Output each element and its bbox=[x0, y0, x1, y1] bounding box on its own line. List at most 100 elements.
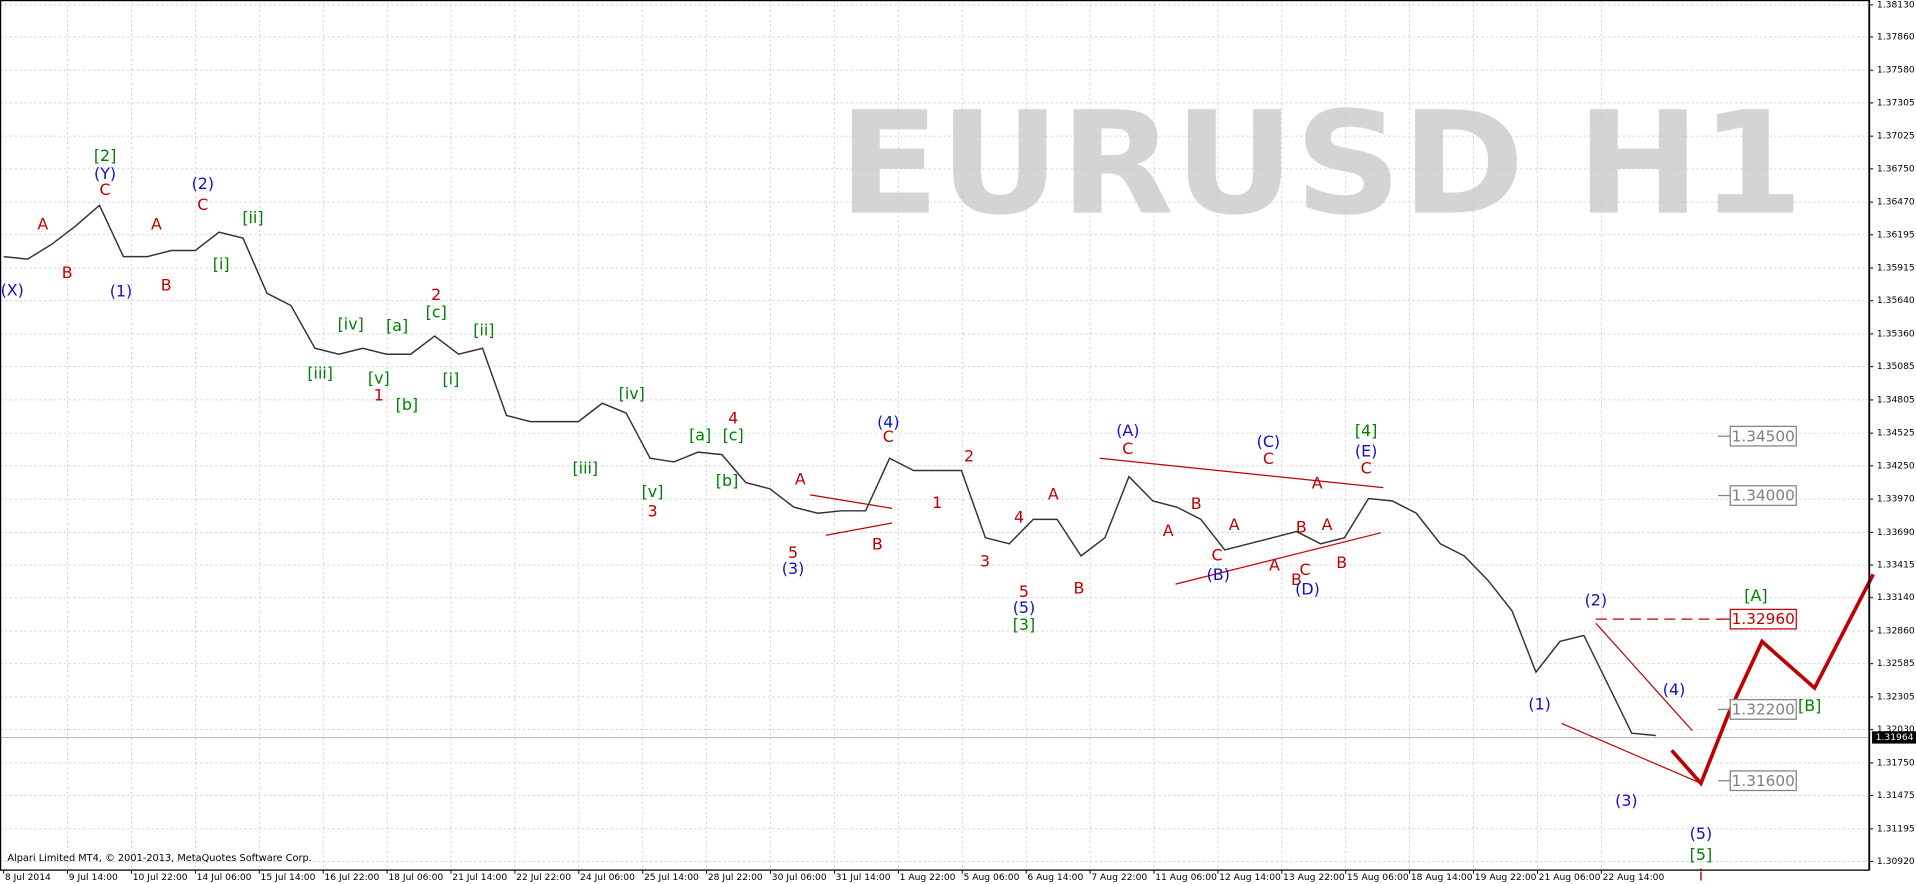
x-tick-label: 9 Jul 14:00 bbox=[69, 872, 118, 883]
y-tick-label: 1.34525 bbox=[1877, 428, 1915, 439]
y-tick-label: 1.37305 bbox=[1877, 97, 1915, 108]
wave-label: B bbox=[1336, 553, 1347, 572]
wave-label: [a] bbox=[689, 426, 711, 445]
wave-label: 2 bbox=[964, 447, 974, 466]
wave-label: A bbox=[1322, 515, 1333, 534]
y-tick-label: 1.35915 bbox=[1877, 263, 1915, 274]
plot: 1.34500 1.34000 1.32960 1.32200 1.31600 bbox=[3, 204, 1797, 792]
wave-label: C bbox=[197, 195, 208, 214]
y-tick-label: 1.35360 bbox=[1877, 328, 1915, 339]
wave-label: [iv] bbox=[619, 384, 645, 403]
wave-label: C bbox=[1263, 449, 1274, 468]
x-tick-label: 13 Aug 22:00 bbox=[1283, 872, 1345, 883]
level-box bbox=[1729, 770, 1797, 792]
wave-label: (2) bbox=[1585, 591, 1607, 610]
y-tick-label: 1.36750 bbox=[1877, 163, 1915, 174]
wave-label: A bbox=[37, 214, 48, 233]
level-box bbox=[1729, 425, 1797, 447]
x-tick-label: 18 Jul 06:00 bbox=[388, 872, 443, 883]
wave-label: [ii] bbox=[242, 208, 263, 227]
wave-label: C bbox=[1122, 439, 1133, 458]
level-box bbox=[1729, 485, 1797, 506]
wave-label: (3) bbox=[1615, 791, 1637, 810]
wave-label: 1 bbox=[374, 385, 384, 404]
wave-label: (4) bbox=[1663, 680, 1685, 699]
x-tick-label: 30 Jul 06:00 bbox=[772, 872, 827, 883]
wave-label: A bbox=[151, 214, 162, 233]
trend-line bbox=[1099, 457, 1384, 489]
y-tick-label: 1.36470 bbox=[1877, 197, 1915, 208]
wave-label: 3 bbox=[980, 552, 990, 571]
wave-label: [3] bbox=[1013, 615, 1035, 634]
level-label: 1.32960 bbox=[1732, 610, 1795, 628]
x-tick-label: 16 Jul 22:00 bbox=[324, 872, 379, 883]
wave-label: [b] bbox=[396, 395, 418, 414]
x-tick-label: 22 Aug 14:00 bbox=[1603, 872, 1665, 883]
annotations: (X)[2](Y)CAB(1)AB(2)C[ii][i][iv] [a]2[c][… bbox=[1, 146, 1822, 884]
frame bbox=[0, 0, 1870, 871]
x-tick-label: 1 Aug 22:00 bbox=[900, 872, 956, 883]
x-tick-label: 24 Jul 06:00 bbox=[580, 872, 635, 883]
trend-lines bbox=[810, 457, 1875, 787]
wave-label: B bbox=[1296, 517, 1307, 536]
wave-label: C bbox=[1212, 546, 1223, 565]
x-tick-label: 31 Jul 14:00 bbox=[836, 872, 891, 883]
y-tick-label: 1.32585 bbox=[1877, 658, 1915, 669]
wave-label: 3 bbox=[647, 502, 657, 521]
wave-label: A bbox=[795, 470, 806, 489]
y-tick-label: 1.33140 bbox=[1877, 592, 1915, 603]
wave-label: [c] bbox=[426, 302, 447, 321]
y-tick-label: 1.34250 bbox=[1877, 460, 1915, 471]
y-tick-label: 1.33415 bbox=[1877, 560, 1915, 571]
wave-label: 5 bbox=[788, 543, 798, 562]
y-tick-label: 1.32305 bbox=[1877, 691, 1915, 702]
wave-label: 4 bbox=[1014, 508, 1024, 527]
current-price-tag bbox=[1872, 731, 1916, 744]
y-tick-label: 1.30920 bbox=[1877, 856, 1915, 867]
wave-label: A bbox=[1163, 521, 1174, 540]
x-tick-label: 11 Aug 06:00 bbox=[1155, 872, 1217, 883]
wave-label: [ii] bbox=[473, 321, 494, 340]
y-tick-label: 1.36195 bbox=[1877, 229, 1915, 240]
grid bbox=[0, 0, 1870, 871]
x-tick-label: 18 Aug 14:00 bbox=[1411, 872, 1473, 883]
y-tick-label: 1.31750 bbox=[1877, 757, 1915, 768]
forecast-path bbox=[1670, 573, 1875, 787]
wave-label: B bbox=[872, 535, 883, 554]
wave-label: (Y) bbox=[94, 164, 116, 183]
wave-label: 5 bbox=[1019, 582, 1029, 601]
level-label: 1.34500 bbox=[1732, 427, 1795, 445]
y-tick-label: 1.37860 bbox=[1877, 31, 1915, 42]
y-tick-label: 1.38130 bbox=[1877, 0, 1915, 10]
x-tick-label: 6 Aug 14:00 bbox=[1027, 872, 1083, 883]
x-tick-label: 25 Jul 14:00 bbox=[644, 872, 699, 883]
wave-label: [c] bbox=[723, 426, 744, 445]
watermark-title: EURUSD H1 bbox=[838, 82, 1803, 247]
wave-label: (X) bbox=[1, 280, 24, 299]
level-label: 1.32200 bbox=[1732, 701, 1795, 719]
trend-line bbox=[1595, 622, 1693, 732]
wave-label: [B] bbox=[1798, 696, 1821, 715]
wave-label: C bbox=[1299, 560, 1310, 579]
y-tick-label: 1.31475 bbox=[1877, 790, 1915, 801]
y-tick-label: 1.33690 bbox=[1877, 527, 1915, 538]
wave-label: [i] bbox=[213, 255, 230, 274]
x-tick-label: 15 Jul 14:00 bbox=[261, 872, 316, 883]
level-box bbox=[1729, 699, 1797, 720]
wave-label: 4 bbox=[728, 409, 738, 428]
wave-label: [a] bbox=[386, 316, 408, 335]
wave-label: (A) bbox=[1116, 421, 1139, 440]
wave-label: (2) bbox=[192, 174, 214, 193]
y-tick-label: 1.37025 bbox=[1877, 131, 1915, 142]
wave-label: [iv] bbox=[338, 315, 364, 334]
trend-line bbox=[1561, 722, 1702, 784]
wave-label: B bbox=[1291, 570, 1302, 589]
x-tick-label: 5 Aug 06:00 bbox=[963, 872, 1019, 883]
wave-label: A bbox=[1269, 555, 1280, 574]
wave-label: [iii] bbox=[307, 363, 333, 382]
trend-line bbox=[1175, 532, 1381, 585]
x-tick-label: 7 Aug 22:00 bbox=[1091, 872, 1147, 883]
level-label: 1.34000 bbox=[1732, 487, 1795, 505]
